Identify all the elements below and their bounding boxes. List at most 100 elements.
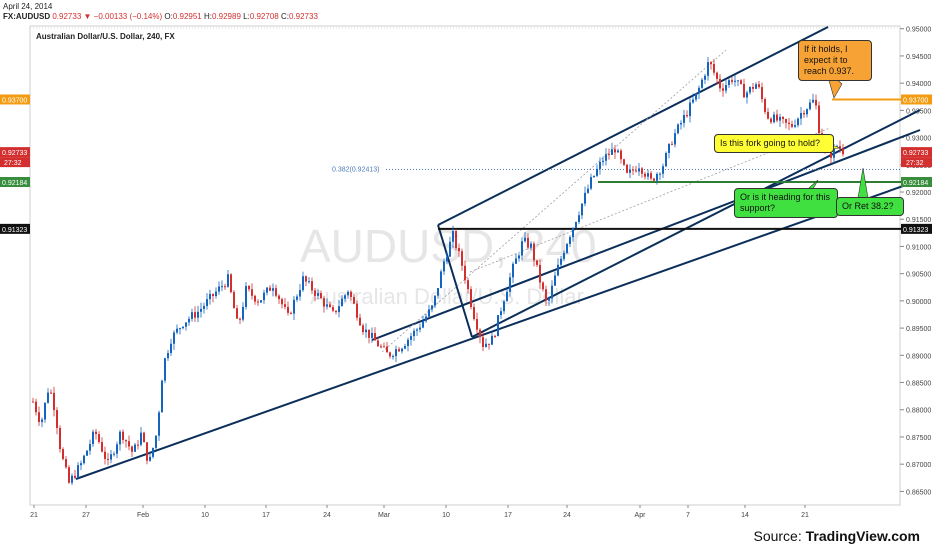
candle-body xyxy=(560,258,562,265)
countdown-tag-right xyxy=(901,157,932,168)
candle-body xyxy=(383,346,385,348)
candle-body xyxy=(272,288,274,291)
candle-body xyxy=(455,230,457,249)
candle-body xyxy=(47,392,49,403)
candle-body xyxy=(593,175,595,178)
candle-body xyxy=(311,281,313,291)
candle-body xyxy=(662,166,664,174)
candle-body xyxy=(650,173,652,179)
candle-body xyxy=(656,173,658,181)
y-tick-label: 0.91000 xyxy=(906,244,931,251)
candle-body xyxy=(269,287,271,291)
candle-body xyxy=(302,276,304,291)
candle-body xyxy=(35,401,37,413)
countdown-tag-left xyxy=(0,157,30,168)
candle-body xyxy=(647,173,649,177)
candle-body xyxy=(683,115,685,123)
y-tick-label: 0.87500 xyxy=(906,435,931,442)
candle-body xyxy=(440,271,442,289)
candle-body xyxy=(680,122,682,125)
candle-body xyxy=(692,99,694,103)
candle-body xyxy=(626,164,628,173)
candle-body xyxy=(470,289,472,308)
y-tick-label: 0.88000 xyxy=(906,408,931,415)
level-tag-left xyxy=(0,94,30,105)
candle-body xyxy=(65,459,67,468)
candle-body xyxy=(833,146,835,158)
candle-body xyxy=(491,335,493,345)
candle-body xyxy=(530,243,532,248)
candle-body xyxy=(53,392,55,411)
candle-body xyxy=(209,293,211,300)
candle-body xyxy=(305,276,307,282)
x-tick-label: Mar xyxy=(378,512,391,519)
level-tag-right xyxy=(901,147,932,158)
candle-body xyxy=(149,456,151,461)
candle-body xyxy=(521,241,523,256)
candle-body xyxy=(389,352,391,357)
candle-body xyxy=(128,441,130,447)
last-price: 0.92733 xyxy=(52,12,82,21)
candle-body xyxy=(446,256,448,262)
candle-body xyxy=(110,454,112,460)
candle-body xyxy=(749,86,751,93)
candle-body xyxy=(515,258,517,264)
candle-body xyxy=(566,243,568,253)
x-tick-label: 24 xyxy=(563,512,571,519)
candle-body xyxy=(605,154,607,161)
candle-body xyxy=(317,293,319,296)
candle-body xyxy=(434,295,436,306)
candle-body xyxy=(620,150,622,160)
candle-body xyxy=(527,237,529,248)
open-value: 0.92951 xyxy=(172,12,202,21)
candle-body xyxy=(476,319,478,330)
candle-body xyxy=(200,308,202,312)
candle-body xyxy=(230,274,232,293)
candle-body xyxy=(257,301,259,303)
chart-watermark: AUDUSD, 240 xyxy=(300,220,597,272)
candle-body xyxy=(770,118,772,123)
y-tick-label: 0.90000 xyxy=(906,299,931,306)
candle-body xyxy=(584,192,586,204)
candle-body xyxy=(416,329,418,331)
candle-body xyxy=(422,321,424,328)
candle-body xyxy=(365,329,367,333)
candle-body xyxy=(632,169,634,171)
candle-body xyxy=(740,80,742,84)
candle-body xyxy=(131,446,133,452)
candle-body xyxy=(299,290,301,297)
candle-body xyxy=(74,475,76,478)
candle-body xyxy=(314,290,316,296)
y-tick-label: 0.90500 xyxy=(906,272,931,279)
source-name[interactable]: TradingView.com xyxy=(805,528,920,544)
candle-body xyxy=(101,442,103,452)
candle-body xyxy=(623,159,625,165)
candle-body xyxy=(644,173,646,177)
candle-body xyxy=(689,102,691,117)
candle-body xyxy=(248,285,250,290)
candle-body xyxy=(173,332,175,344)
close-value: 0.92733 xyxy=(288,12,318,21)
candle-body xyxy=(500,311,502,316)
candle-body xyxy=(431,305,433,310)
candle-body xyxy=(206,299,208,307)
price-change: −0.00133 (−0.14%) xyxy=(93,12,163,21)
candle-body xyxy=(722,88,724,91)
level-tag-right xyxy=(901,223,932,234)
candle-body xyxy=(347,291,349,296)
candle-body xyxy=(536,260,538,265)
candle-body xyxy=(761,87,763,100)
candle-body xyxy=(392,356,394,358)
candle-body xyxy=(758,84,760,88)
fib-382-label: 0.382(0.92413) xyxy=(332,167,379,174)
candle-body xyxy=(86,450,88,456)
candle-body xyxy=(167,353,169,359)
candle-body xyxy=(659,173,661,175)
chart-header: April 24, 2014 FX:AUDUSD 0.92733 ▼ −0.00… xyxy=(3,2,318,22)
candle-body xyxy=(809,102,811,110)
candle-body xyxy=(602,160,604,162)
candle-body xyxy=(545,289,547,301)
candle-body xyxy=(677,124,679,134)
candle-body xyxy=(461,251,463,266)
